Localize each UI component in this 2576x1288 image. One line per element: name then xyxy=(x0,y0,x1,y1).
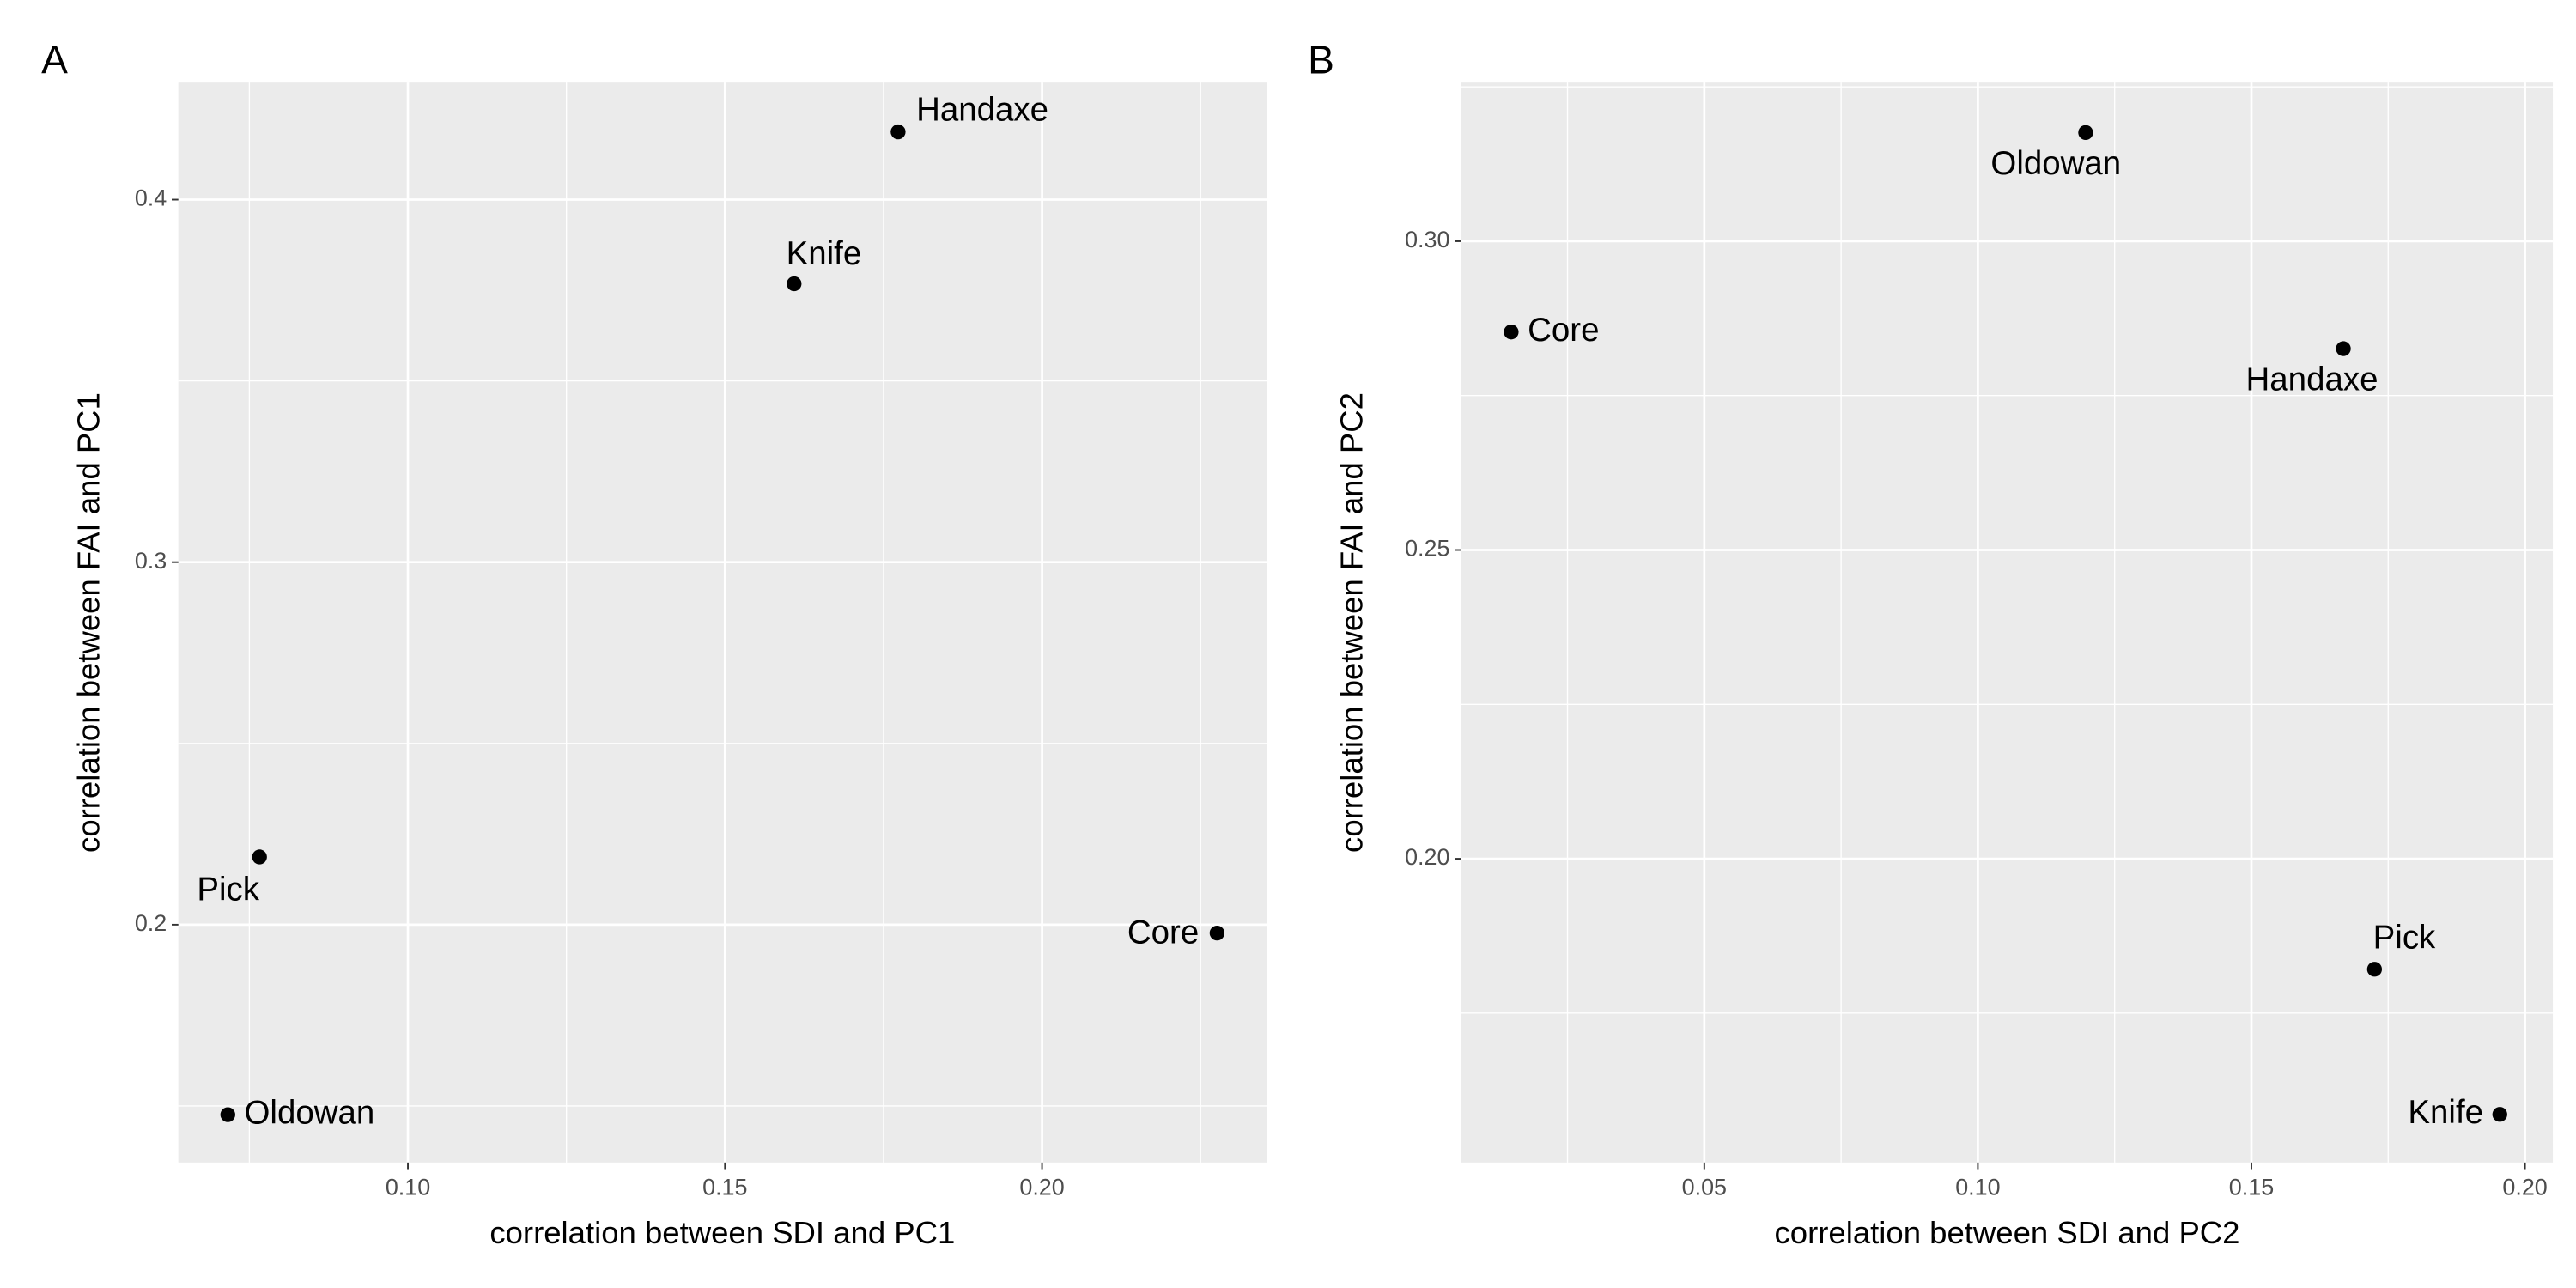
x-tick-label: 0.10 xyxy=(1955,1175,2000,1200)
point xyxy=(2366,962,2383,977)
x-tick-label: 0.15 xyxy=(2229,1175,2274,1200)
y-axis-title: correlation between FAI and PC2 xyxy=(1334,392,1370,853)
point xyxy=(787,276,802,292)
point xyxy=(220,1107,235,1122)
point-label: Pick xyxy=(197,871,259,908)
x-axis-title: correlation between SDI and PC1 xyxy=(489,1215,955,1250)
y-axis-title: correlation between FAI and PC1 xyxy=(70,392,106,853)
panel-background xyxy=(1461,82,2554,1163)
x-tick-label: 0.10 xyxy=(386,1175,430,1200)
point-label: Handaxe xyxy=(916,92,1048,129)
y-tick-label: 0.4 xyxy=(135,185,167,211)
x-tick-label: 0.20 xyxy=(2502,1175,2547,1200)
point-label: Core xyxy=(1528,312,1599,349)
point-label: Oldowan xyxy=(245,1094,375,1131)
y-tick-label: 0.30 xyxy=(1405,227,1449,252)
y-tick-label: 0.3 xyxy=(135,548,167,574)
x-tick-label: 0.20 xyxy=(1019,1175,1064,1200)
panel-background xyxy=(178,82,1267,1163)
y-tick-label: 0.20 xyxy=(1405,844,1449,870)
point-label: Knife xyxy=(2408,1094,2483,1131)
point xyxy=(2492,1107,2507,1122)
point-label: Pick xyxy=(2373,919,2436,956)
x-tick-label: 0.05 xyxy=(1682,1175,1727,1200)
panel-tag: A xyxy=(41,37,68,82)
x-axis-title: correlation between SDI and PC2 xyxy=(1775,1215,2240,1250)
point-label: Core xyxy=(1127,914,1199,951)
point-label: Oldowan xyxy=(1990,145,2121,182)
point xyxy=(252,849,267,865)
panel-tag: B xyxy=(1308,37,1334,82)
point xyxy=(890,124,906,140)
x-tick-label: 0.15 xyxy=(702,1175,747,1200)
y-tick-label: 0.2 xyxy=(135,910,167,936)
point xyxy=(2336,341,2351,356)
point-label: Handaxe xyxy=(2246,361,2379,398)
point xyxy=(1209,925,1225,941)
point xyxy=(2078,125,2093,141)
point xyxy=(1504,325,1519,340)
y-tick-label: 0.25 xyxy=(1405,536,1449,562)
point-label: Knife xyxy=(787,235,862,272)
